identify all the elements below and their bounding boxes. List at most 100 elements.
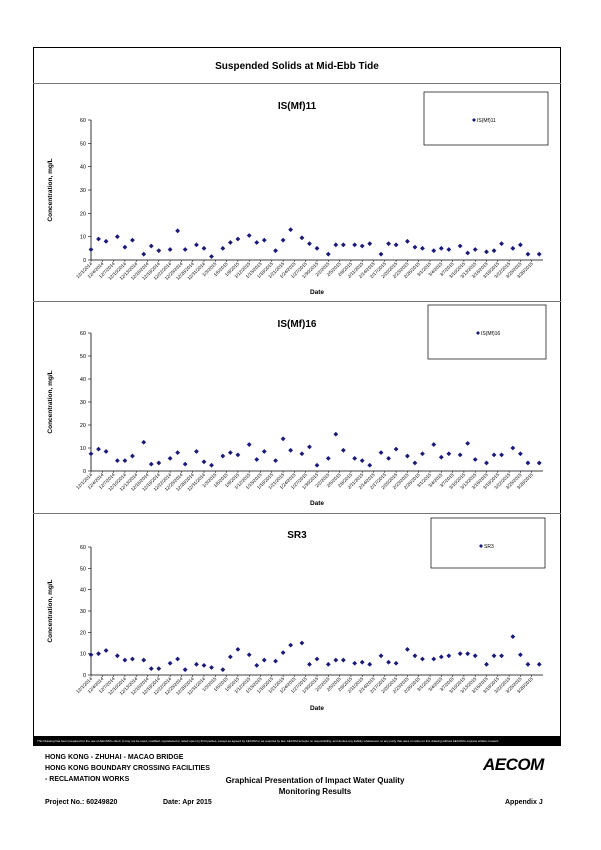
data-point — [340, 242, 346, 248]
data-point — [510, 445, 516, 451]
chart-is-mf-11: IS(Mf)11IS(Mf)11010203040506012/1/201412… — [47, 91, 549, 296]
data-point — [340, 657, 346, 663]
data-point — [220, 667, 226, 673]
data-point — [103, 449, 109, 454]
data-point — [438, 454, 444, 460]
data-point — [254, 457, 260, 462]
data-point — [122, 458, 128, 464]
data-point — [412, 653, 418, 659]
data-point — [220, 245, 226, 251]
y-tick-label: 50 — [80, 566, 86, 572]
data-point — [235, 452, 241, 458]
data-point — [130, 656, 135, 662]
data-point — [405, 238, 410, 244]
y-tick-label: 50 — [80, 354, 86, 360]
data-point — [148, 666, 154, 671]
project-number: Project No.: 60249820 — [45, 799, 118, 806]
drawing-heading-1: Graphical Presentation of Impact Water Q… — [225, 776, 405, 785]
data-point — [103, 238, 109, 244]
data-point — [438, 654, 444, 660]
data-point — [209, 665, 214, 670]
data-point — [167, 455, 173, 461]
y-tick-label: 30 — [80, 400, 86, 406]
data-point — [412, 460, 418, 466]
chart-title: SR3 — [287, 530, 307, 541]
legend-marker — [476, 331, 480, 335]
project-line-3: - RECLAMATION WORKS — [45, 776, 130, 783]
data-point — [167, 660, 173, 666]
data-point — [378, 450, 384, 455]
y-axis-label: Concentration, mg/L — [47, 370, 54, 433]
data-point — [227, 240, 233, 245]
data-point — [182, 667, 188, 673]
y-tick-label: 30 — [80, 609, 86, 615]
data-point — [491, 653, 497, 659]
data-point — [359, 243, 365, 249]
appendix-label: Appendix J — [505, 799, 543, 806]
data-point — [288, 227, 294, 233]
data-point — [438, 245, 444, 251]
data-point — [484, 661, 489, 667]
data-point — [201, 245, 207, 251]
data-point — [273, 248, 278, 254]
data-point — [261, 237, 267, 243]
data-point — [405, 647, 410, 652]
legend-box — [423, 91, 549, 146]
data-point — [325, 661, 331, 667]
y-tick-label: 20 — [80, 211, 86, 217]
data-point — [465, 651, 471, 657]
data-point — [141, 657, 147, 663]
data-point — [299, 235, 305, 241]
data-point — [484, 249, 489, 255]
data-point — [175, 228, 181, 234]
y-axis-label: Concentration, mg/L — [47, 158, 54, 221]
data-point — [209, 462, 214, 468]
legend-box — [430, 517, 546, 569]
data-point — [88, 247, 94, 252]
data-point — [209, 254, 214, 259]
chart-title: IS(Mf)11 — [278, 101, 317, 112]
data-point — [367, 661, 373, 667]
data-point — [333, 657, 339, 663]
data-point — [412, 244, 418, 250]
data-point — [114, 458, 120, 464]
y-tick-label: 10 — [80, 652, 86, 658]
data-point — [536, 460, 542, 466]
y-tick-label: 40 — [80, 377, 86, 383]
data-point — [359, 659, 365, 665]
data-point — [457, 452, 463, 458]
data-point — [156, 666, 162, 671]
data-point — [299, 451, 305, 457]
data-point — [499, 241, 504, 247]
data-point — [525, 251, 531, 257]
data-point — [194, 661, 199, 667]
data-point — [431, 442, 437, 447]
project-line-2: HONG KONG BOUNDARY CROSSING FACILITIES — [45, 765, 210, 772]
data-point — [227, 654, 233, 660]
data-point — [246, 233, 252, 238]
data-point — [261, 657, 267, 663]
aecom-logo: AECOM — [483, 755, 544, 774]
y-tick-label: 0 — [83, 469, 86, 475]
data-point — [96, 446, 101, 452]
data-point — [314, 462, 320, 468]
data-point — [141, 251, 147, 257]
data-point — [246, 442, 252, 447]
data-point — [227, 450, 233, 455]
y-tick-label: 0 — [83, 673, 86, 679]
data-point — [156, 248, 162, 254]
data-point — [333, 242, 339, 248]
data-point — [235, 647, 241, 652]
data-point — [393, 446, 399, 452]
data-point — [307, 444, 312, 450]
data-point — [246, 652, 252, 658]
data-point — [273, 458, 278, 464]
data-point — [510, 634, 516, 639]
data-point — [491, 248, 497, 254]
data-point — [175, 656, 181, 662]
data-point — [273, 658, 278, 664]
data-point — [446, 451, 452, 457]
y-axis-label: Concentration, mg/L — [47, 579, 54, 642]
data-point — [288, 447, 294, 453]
data-point — [352, 660, 358, 666]
